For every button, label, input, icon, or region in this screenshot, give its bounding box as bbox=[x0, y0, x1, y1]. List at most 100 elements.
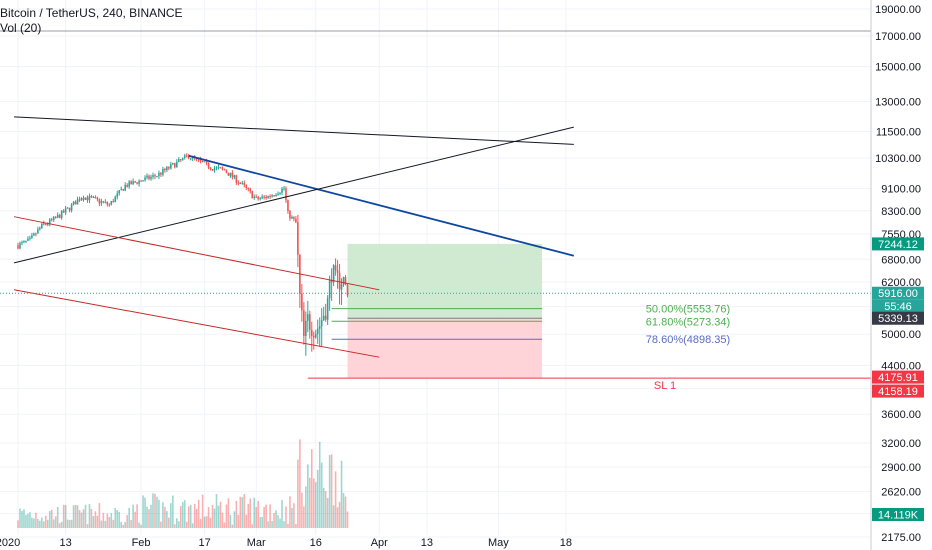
volume-bar bbox=[152, 493, 154, 528]
candle-body bbox=[108, 204, 111, 206]
volume-bar bbox=[128, 507, 130, 528]
candle bbox=[82, 195, 85, 202]
volume-bar bbox=[293, 503, 295, 528]
time-axis[interactable]: 2020 13 Feb 17 Mar 16 Apr 13 May 18 bbox=[0, 537, 572, 549]
candle-body bbox=[344, 277, 347, 285]
candle bbox=[285, 186, 287, 203]
candle bbox=[48, 217, 51, 227]
fib-levels[interactable]: 50.00%(5553.76)61.80%(5273.34) 78.60%(489… bbox=[331, 304, 731, 347]
trendlines[interactable] bbox=[13, 116, 575, 358]
candle bbox=[253, 194, 256, 200]
candle bbox=[245, 184, 248, 191]
candle-body bbox=[174, 163, 176, 168]
candle bbox=[249, 187, 252, 194]
candle bbox=[243, 180, 246, 188]
candle bbox=[50, 217, 53, 222]
candle bbox=[112, 198, 115, 203]
candle-body bbox=[239, 182, 242, 184]
volume-bar bbox=[114, 507, 117, 528]
candle bbox=[215, 166, 218, 171]
volume-bar bbox=[237, 514, 240, 528]
candle-body bbox=[203, 161, 206, 163]
candle bbox=[29, 235, 31, 241]
candle bbox=[166, 166, 168, 173]
volume-bar bbox=[168, 517, 170, 528]
price-axis[interactable]: 19000.00 17000.00 15000.00 13000.00 11500.00… bbox=[870, 0, 921, 550]
price-tick-label: 4400.00 bbox=[881, 360, 921, 372]
candle-body bbox=[126, 185, 128, 187]
candle-body bbox=[130, 181, 132, 185]
volume-bar bbox=[269, 504, 271, 528]
candle bbox=[283, 185, 285, 191]
candle bbox=[128, 180, 130, 189]
candle-body bbox=[150, 176, 152, 179]
volume-bars bbox=[17, 439, 349, 528]
candle-body bbox=[312, 335, 315, 338]
candle bbox=[301, 283, 303, 322]
candle bbox=[52, 215, 55, 223]
candle-body bbox=[156, 176, 158, 178]
volume-bar bbox=[126, 514, 128, 528]
candle bbox=[58, 213, 61, 219]
candle-body bbox=[52, 217, 55, 220]
volume-bar bbox=[146, 506, 148, 528]
volume-bar bbox=[263, 506, 265, 528]
symbol-title[interactable]: Bitcoin / TetherUS, 240, BINANCE bbox=[0, 6, 183, 20]
volume-bar bbox=[251, 524, 254, 528]
volume-bar bbox=[219, 501, 222, 528]
candle-body bbox=[187, 155, 190, 159]
candle-body bbox=[189, 158, 192, 160]
candle-body bbox=[199, 159, 202, 161]
volume-bar bbox=[84, 504, 87, 528]
candle-body bbox=[237, 182, 240, 184]
volume-bar bbox=[239, 496, 242, 528]
candle-body bbox=[144, 177, 146, 181]
volume-bar bbox=[203, 516, 206, 528]
volume-bar bbox=[179, 506, 182, 528]
candle-body bbox=[177, 159, 180, 162]
volume-bar bbox=[66, 519, 69, 528]
candle bbox=[229, 172, 232, 179]
time-tick-label: 16 bbox=[310, 537, 322, 549]
candle-body bbox=[271, 195, 273, 197]
candle-body bbox=[326, 298, 329, 320]
candle-body bbox=[21, 242, 23, 244]
volume-bar bbox=[231, 524, 234, 528]
candle bbox=[334, 258, 337, 276]
candle-body bbox=[104, 201, 107, 203]
candle-body bbox=[231, 172, 234, 178]
candle bbox=[265, 194, 267, 200]
volume-bar bbox=[21, 511, 23, 528]
candle-body bbox=[114, 196, 117, 202]
candle-body bbox=[122, 189, 125, 191]
candle bbox=[98, 198, 101, 207]
candle bbox=[136, 182, 138, 185]
candle bbox=[39, 226, 41, 231]
volume-bar bbox=[110, 513, 113, 528]
candle-body bbox=[261, 196, 263, 199]
candle-body bbox=[41, 223, 43, 228]
volume-bar bbox=[275, 510, 277, 528]
candle bbox=[66, 206, 69, 209]
volume-bar bbox=[54, 516, 57, 528]
candle bbox=[297, 214, 299, 268]
volume-bar bbox=[82, 509, 85, 528]
chart-overlays: SL 1 bbox=[0, 30, 871, 392]
volume-bar bbox=[98, 503, 101, 528]
candle bbox=[293, 216, 295, 222]
candle-body bbox=[31, 235, 33, 238]
candle-body bbox=[92, 196, 95, 198]
volume-bar bbox=[124, 522, 126, 528]
candle-body bbox=[251, 191, 254, 199]
candle-body bbox=[44, 223, 47, 225]
candle bbox=[259, 197, 261, 201]
volume-bar bbox=[322, 487, 325, 528]
volume-bar bbox=[94, 511, 97, 528]
candle bbox=[299, 254, 301, 308]
candle-body bbox=[247, 187, 250, 189]
volume-indicator-label[interactable]: Vol (20) bbox=[0, 21, 42, 35]
price-badge-target: 7244.12 bbox=[872, 237, 924, 251]
candle bbox=[179, 159, 182, 163]
